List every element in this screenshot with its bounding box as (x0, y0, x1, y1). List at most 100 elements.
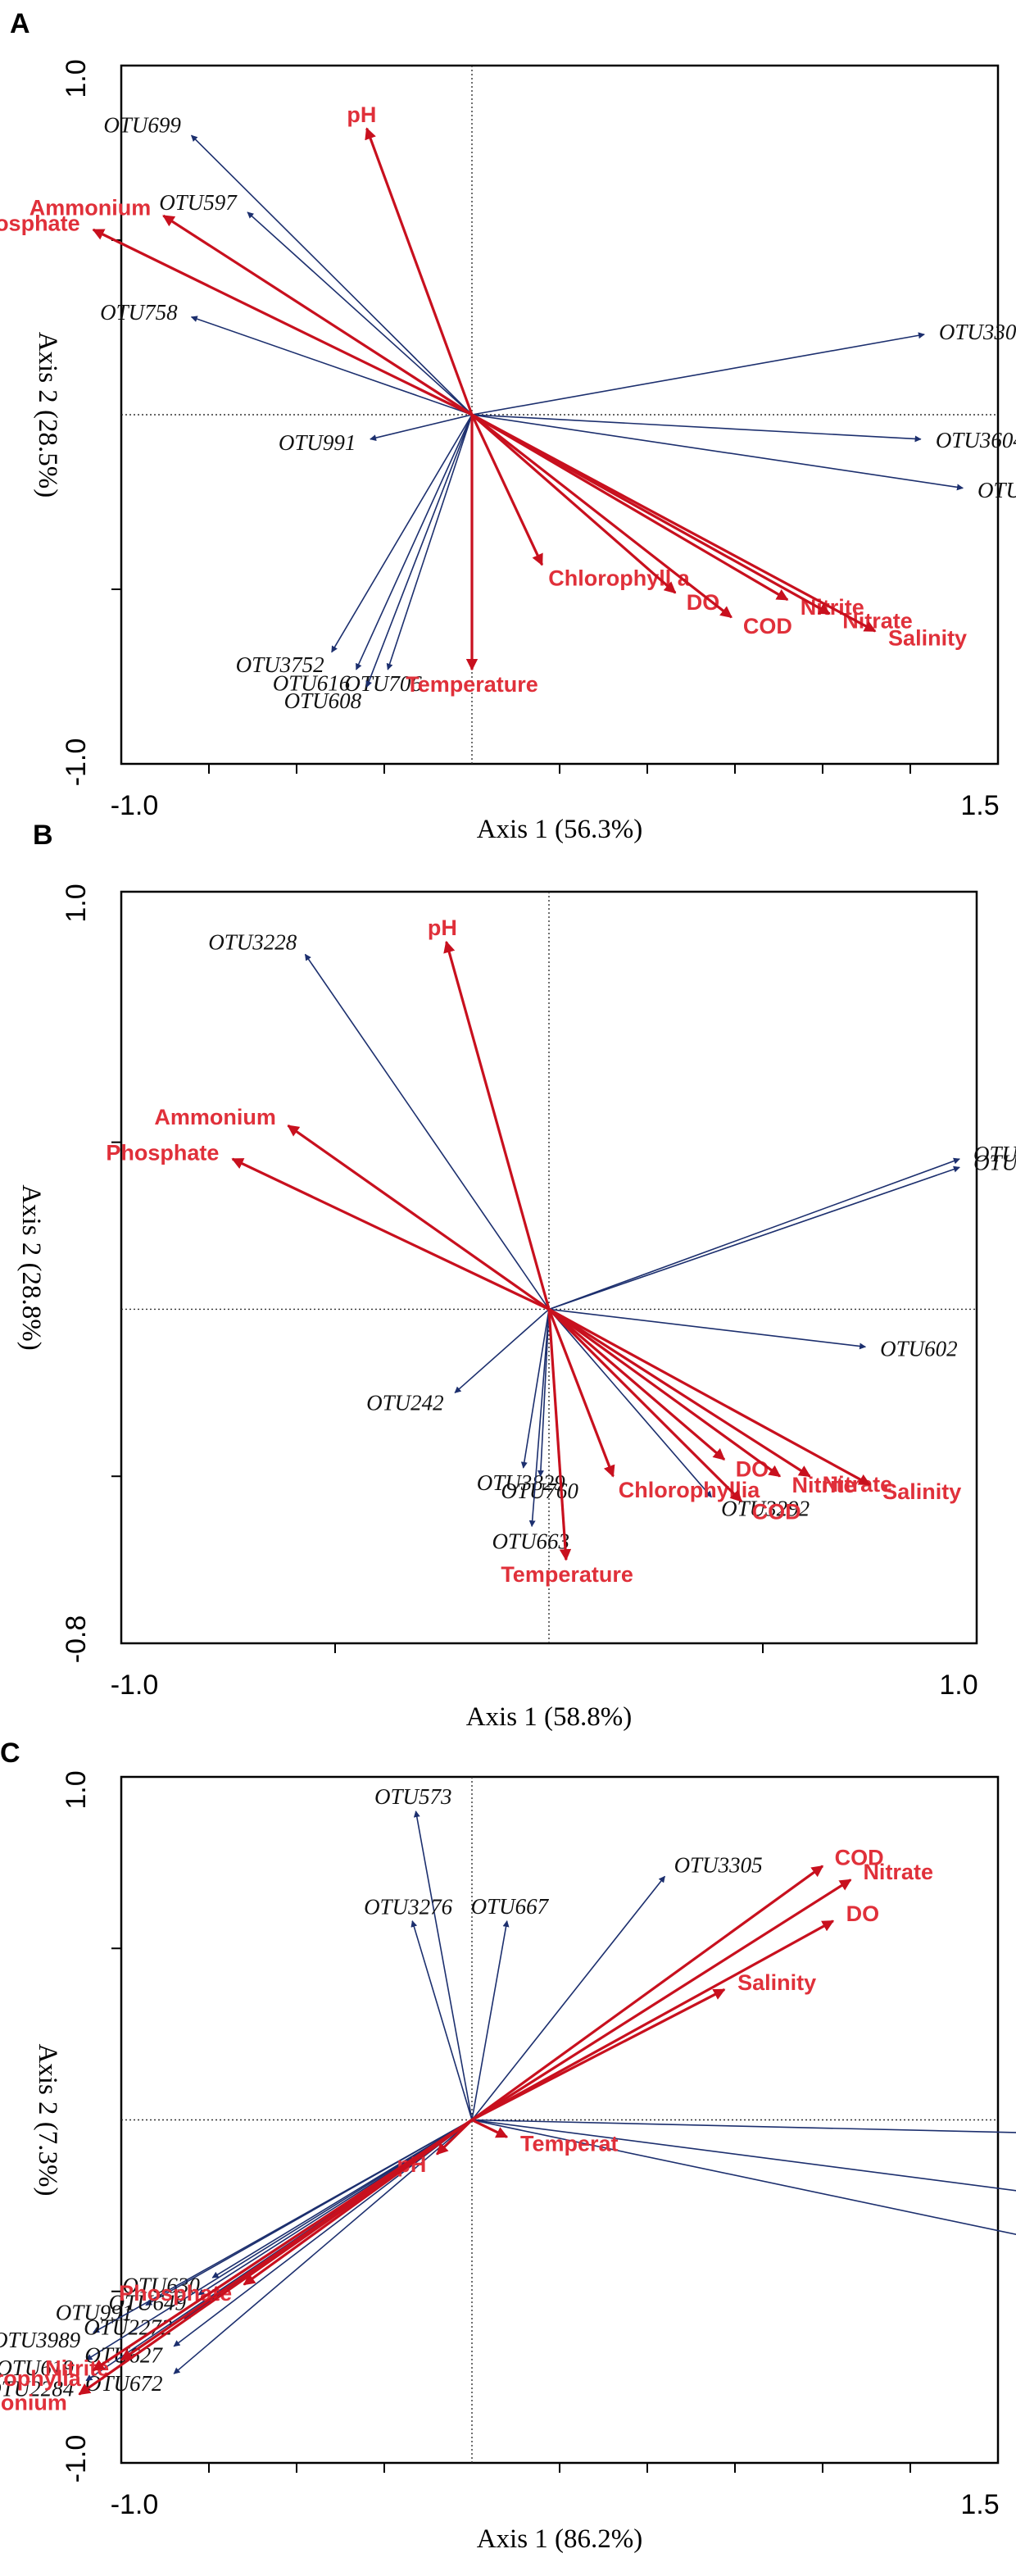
env-arrow-ammonium (78, 2119, 473, 2396)
env-label: Temperature (501, 1562, 633, 1587)
env-label: Salinity (882, 1479, 961, 1504)
x-axis-title: Axis 1 (86.2%) (477, 2524, 643, 2554)
species-arrow-otu602 (548, 1308, 867, 1350)
species-label: OTU3305 (939, 320, 1016, 344)
species-arrow-otu663 (528, 1309, 550, 1528)
species-arrow-otu760 (537, 1309, 550, 1478)
y-tick-label: -0.8 (61, 1615, 92, 1664)
species-label: OTU667 (471, 1894, 550, 1919)
env-arrow-do (470, 413, 677, 594)
env-arrow-nitrate (471, 1879, 852, 2121)
panel-b: B -1.0 1.0 1.0 -0.8 Axis 1 (58.8%) Axis 2 (28.… (16, 820, 1016, 1732)
env-arrow-ph (365, 127, 474, 416)
panel-a: A -1.0 1.5 1.0 -1.0 Axis 1 (56.3%) Axis 2 (28.… (0, 8, 1016, 844)
x-tick-label: -1.0 (111, 1670, 159, 1701)
species-arrow-otu3305 (471, 332, 925, 416)
species-label: OTU616 (273, 670, 351, 695)
species-arrow-otu619 (85, 2119, 473, 2361)
env-arrow-do (547, 1308, 726, 1461)
x-tick-label: -1.0 (111, 790, 159, 821)
species-arrow-otu608 (365, 414, 473, 688)
env-label: Temperature (406, 672, 538, 697)
env-arrow-salinity (471, 413, 877, 633)
species-label: OTU573 (374, 1784, 452, 1809)
env-arrow-nitrite (471, 413, 789, 602)
env-label: Salinity (888, 626, 967, 651)
species-label: OTU3989 (0, 2328, 81, 2352)
env-arrow-nitrite (548, 1308, 782, 1478)
species-arrow-otu597 (247, 211, 473, 416)
env-label: Temperat (520, 2131, 619, 2156)
y-tick-label: 1.0 (61, 1770, 92, 1809)
env-label: Salinity (737, 1970, 816, 1995)
env-arrow-nitrate (548, 1308, 811, 1478)
env-arrow-cod (547, 1308, 743, 1502)
env-label: DO (846, 1901, 880, 1926)
species-label: OTU3253 (973, 1150, 1016, 1174)
species-arrow-otu672 (173, 2119, 473, 2374)
species-arrow-otu619 (471, 414, 964, 491)
species-label: OTU672 (85, 2371, 163, 2396)
env-arrow-ammonium (287, 1124, 550, 1311)
panel-letter: C (0, 1738, 20, 1769)
env-label: Phosphate (106, 1140, 219, 1165)
env-arrow-do (471, 1920, 835, 2121)
species-arrow-otu699 (191, 134, 473, 416)
panel-letter: A (10, 8, 30, 39)
species-arrow-otu3253 (548, 1165, 960, 1311)
env-label: Ammonium (0, 2391, 67, 2415)
env-label: Nitrate (823, 1472, 893, 1497)
env-arrow-ph (443, 940, 551, 1310)
species-label: OTU649 (108, 2291, 186, 2315)
env-label: Phosphate (0, 211, 80, 235)
env-arrow-chlorophyll-a (470, 414, 544, 566)
env-arrow-cod (471, 413, 733, 619)
species-label: OTU3276 (364, 1895, 453, 1920)
y-tick-label: -1.0 (61, 2435, 92, 2483)
species-arrow-otu242 (454, 1308, 550, 1393)
species-arrow-otu3292 (548, 1308, 712, 1498)
species-label: OTU242 (366, 1390, 444, 1415)
species-arrow-otu627 (173, 2119, 473, 2347)
env-label: pH (428, 915, 457, 940)
panel-letter: B (33, 820, 53, 851)
species-arrow-otu3604 (471, 2119, 1016, 2133)
species-arrow-otu573 (413, 1810, 473, 2120)
y-tick-label: -1.0 (61, 738, 92, 787)
y-axis-title: Axis 2 (28.5%) (33, 332, 62, 498)
species-label: OTU706 (344, 671, 422, 696)
y-tick-label: 1.0 (61, 59, 92, 98)
species-label: OTU699 (103, 113, 181, 138)
env-label: COD (743, 614, 792, 638)
env-arrow-salinity (548, 1308, 871, 1486)
species-arrow-otu3829 (520, 1309, 550, 1469)
x-tick-label: 1.0 (939, 1670, 977, 1701)
env-label: Nitrate (863, 1860, 933, 1884)
species-label: OTU602 (880, 1336, 958, 1361)
species-arrow-otu706 (386, 414, 473, 670)
species-label: OTU760 (501, 1479, 578, 1503)
env-arrow-salinity (471, 1988, 726, 2121)
species-label: OTU608 (284, 688, 362, 713)
env-arrow-chlorophylla (92, 2119, 473, 2372)
env-arrow-ammonium (162, 214, 473, 416)
y-tick-label: 1.0 (61, 884, 92, 922)
species-arrow-otu3276 (410, 1920, 473, 2120)
species-label: OTU663 (492, 1529, 569, 1553)
env-label: Ammonium (29, 195, 152, 220)
species-label: OTU619 (977, 478, 1016, 502)
species-label: OTU3829 (477, 1470, 566, 1495)
species-label: OTU799 (973, 1142, 1016, 1166)
species-label: OTU597 (159, 190, 238, 215)
species-arrow-otu623 (471, 2119, 1016, 2192)
species-label: OTU3305 (674, 1852, 763, 1877)
env-arrow-phosphate (231, 1157, 550, 1311)
species-arrow-otu3604 (471, 414, 922, 443)
env-label: pH (347, 102, 376, 127)
species-label: OTU630 (122, 2273, 200, 2297)
env-arrow-phosphate (92, 228, 473, 416)
env-label: DO (736, 1457, 769, 1482)
env-label: COD (752, 1500, 801, 1524)
